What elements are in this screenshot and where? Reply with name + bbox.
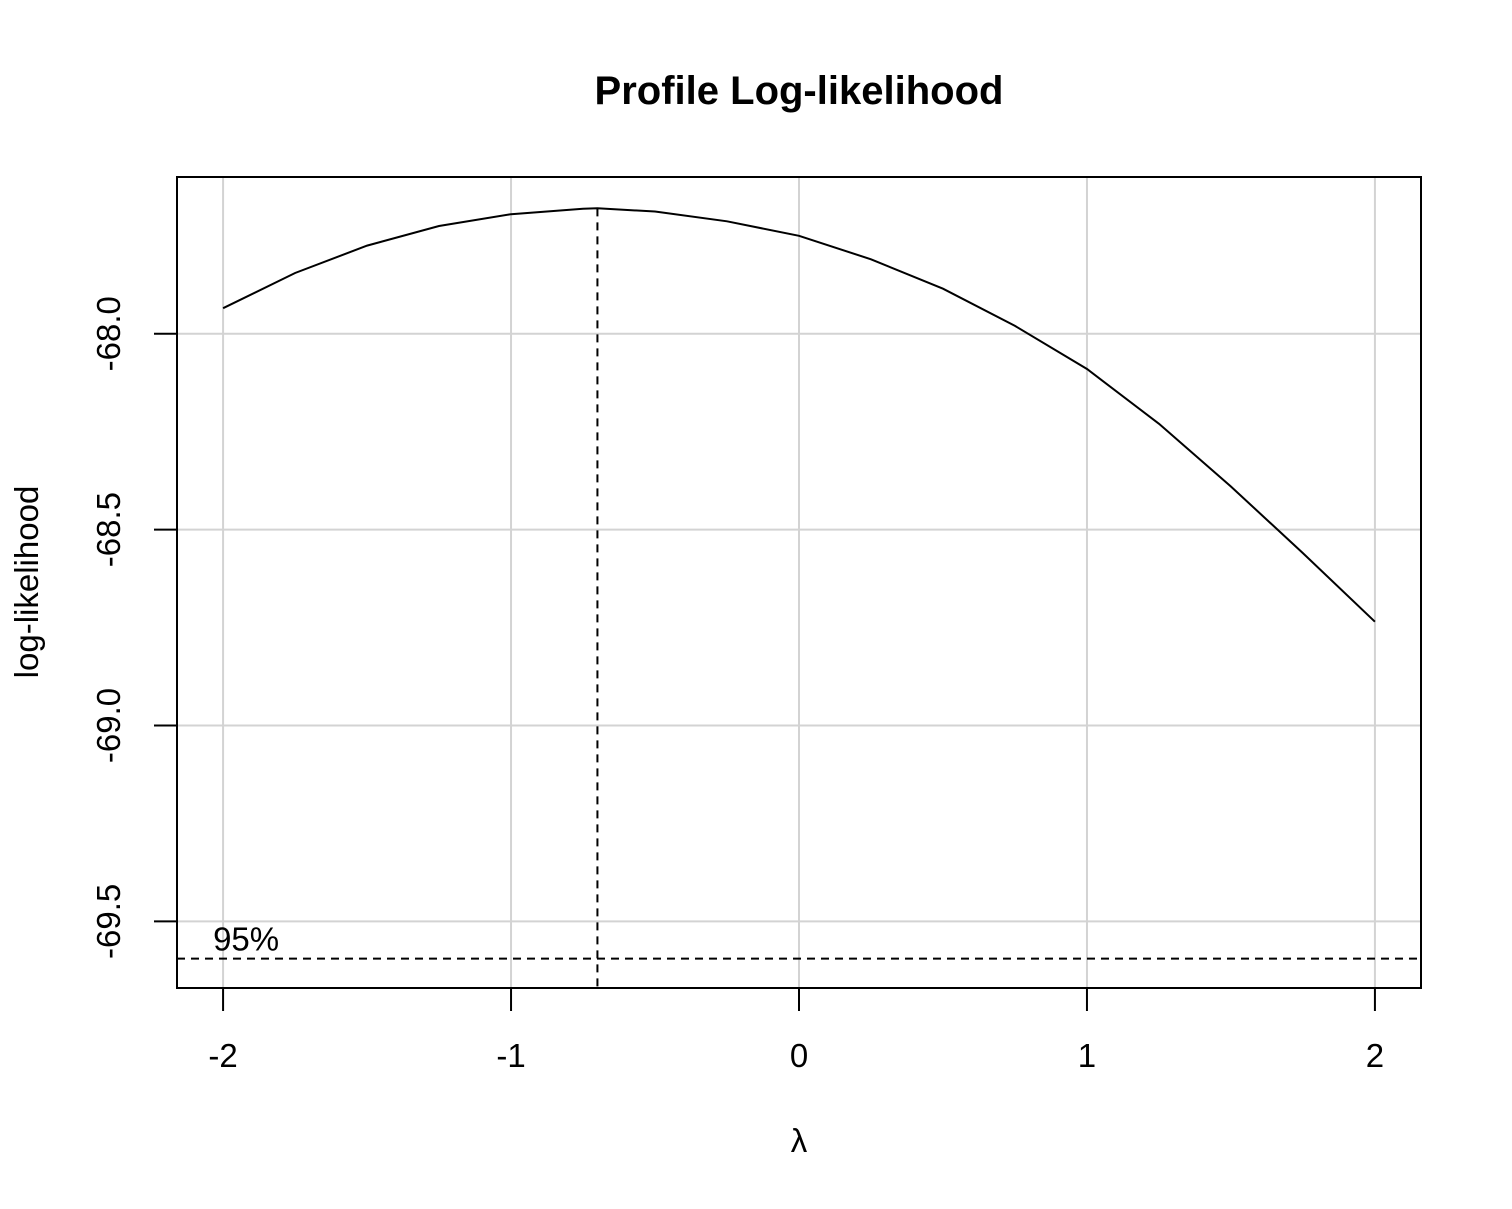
chart-marks [177, 207, 1421, 988]
y-tick-label: -69.0 [90, 688, 127, 763]
y-tick-label: -68.5 [90, 492, 127, 567]
x-tick-label: -2 [208, 1037, 237, 1074]
loglik-curve [222, 207, 1376, 623]
x-axis-label: λ [791, 1122, 808, 1159]
x-tick-label: -1 [496, 1037, 525, 1074]
y-tick-label: -69.5 [90, 884, 127, 959]
x-tick-label: 0 [790, 1037, 808, 1074]
x-axis: -2 -1 0 1 2 [208, 987, 1384, 1074]
y-axis-label: log-likelihood [8, 486, 45, 679]
x-tick-label: 2 [1366, 1037, 1384, 1074]
x-tick-label: 1 [1078, 1037, 1096, 1074]
y-axis: -68.0 -68.5 -69.0 -69.5 [90, 296, 177, 959]
ci-annotation-label: 95% [213, 921, 279, 958]
chart-title: Profile Log-likelihood [595, 69, 1004, 113]
grid-lines [177, 177, 1421, 988]
y-tick-label: -68.0 [90, 296, 127, 371]
